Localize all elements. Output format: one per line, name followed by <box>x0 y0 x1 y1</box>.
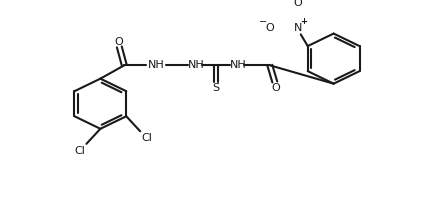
Text: O: O <box>293 0 302 9</box>
Text: O: O <box>114 37 123 47</box>
Text: −: − <box>259 17 267 27</box>
Text: NH: NH <box>148 60 165 70</box>
Text: O: O <box>266 23 274 33</box>
Text: Cl: Cl <box>141 133 152 143</box>
Text: +: + <box>300 17 307 26</box>
Text: NH: NH <box>230 60 247 70</box>
Text: O: O <box>271 83 280 93</box>
Text: S: S <box>212 83 220 93</box>
Text: NH: NH <box>188 60 205 70</box>
Text: N: N <box>293 23 302 33</box>
Text: Cl: Cl <box>75 146 85 155</box>
